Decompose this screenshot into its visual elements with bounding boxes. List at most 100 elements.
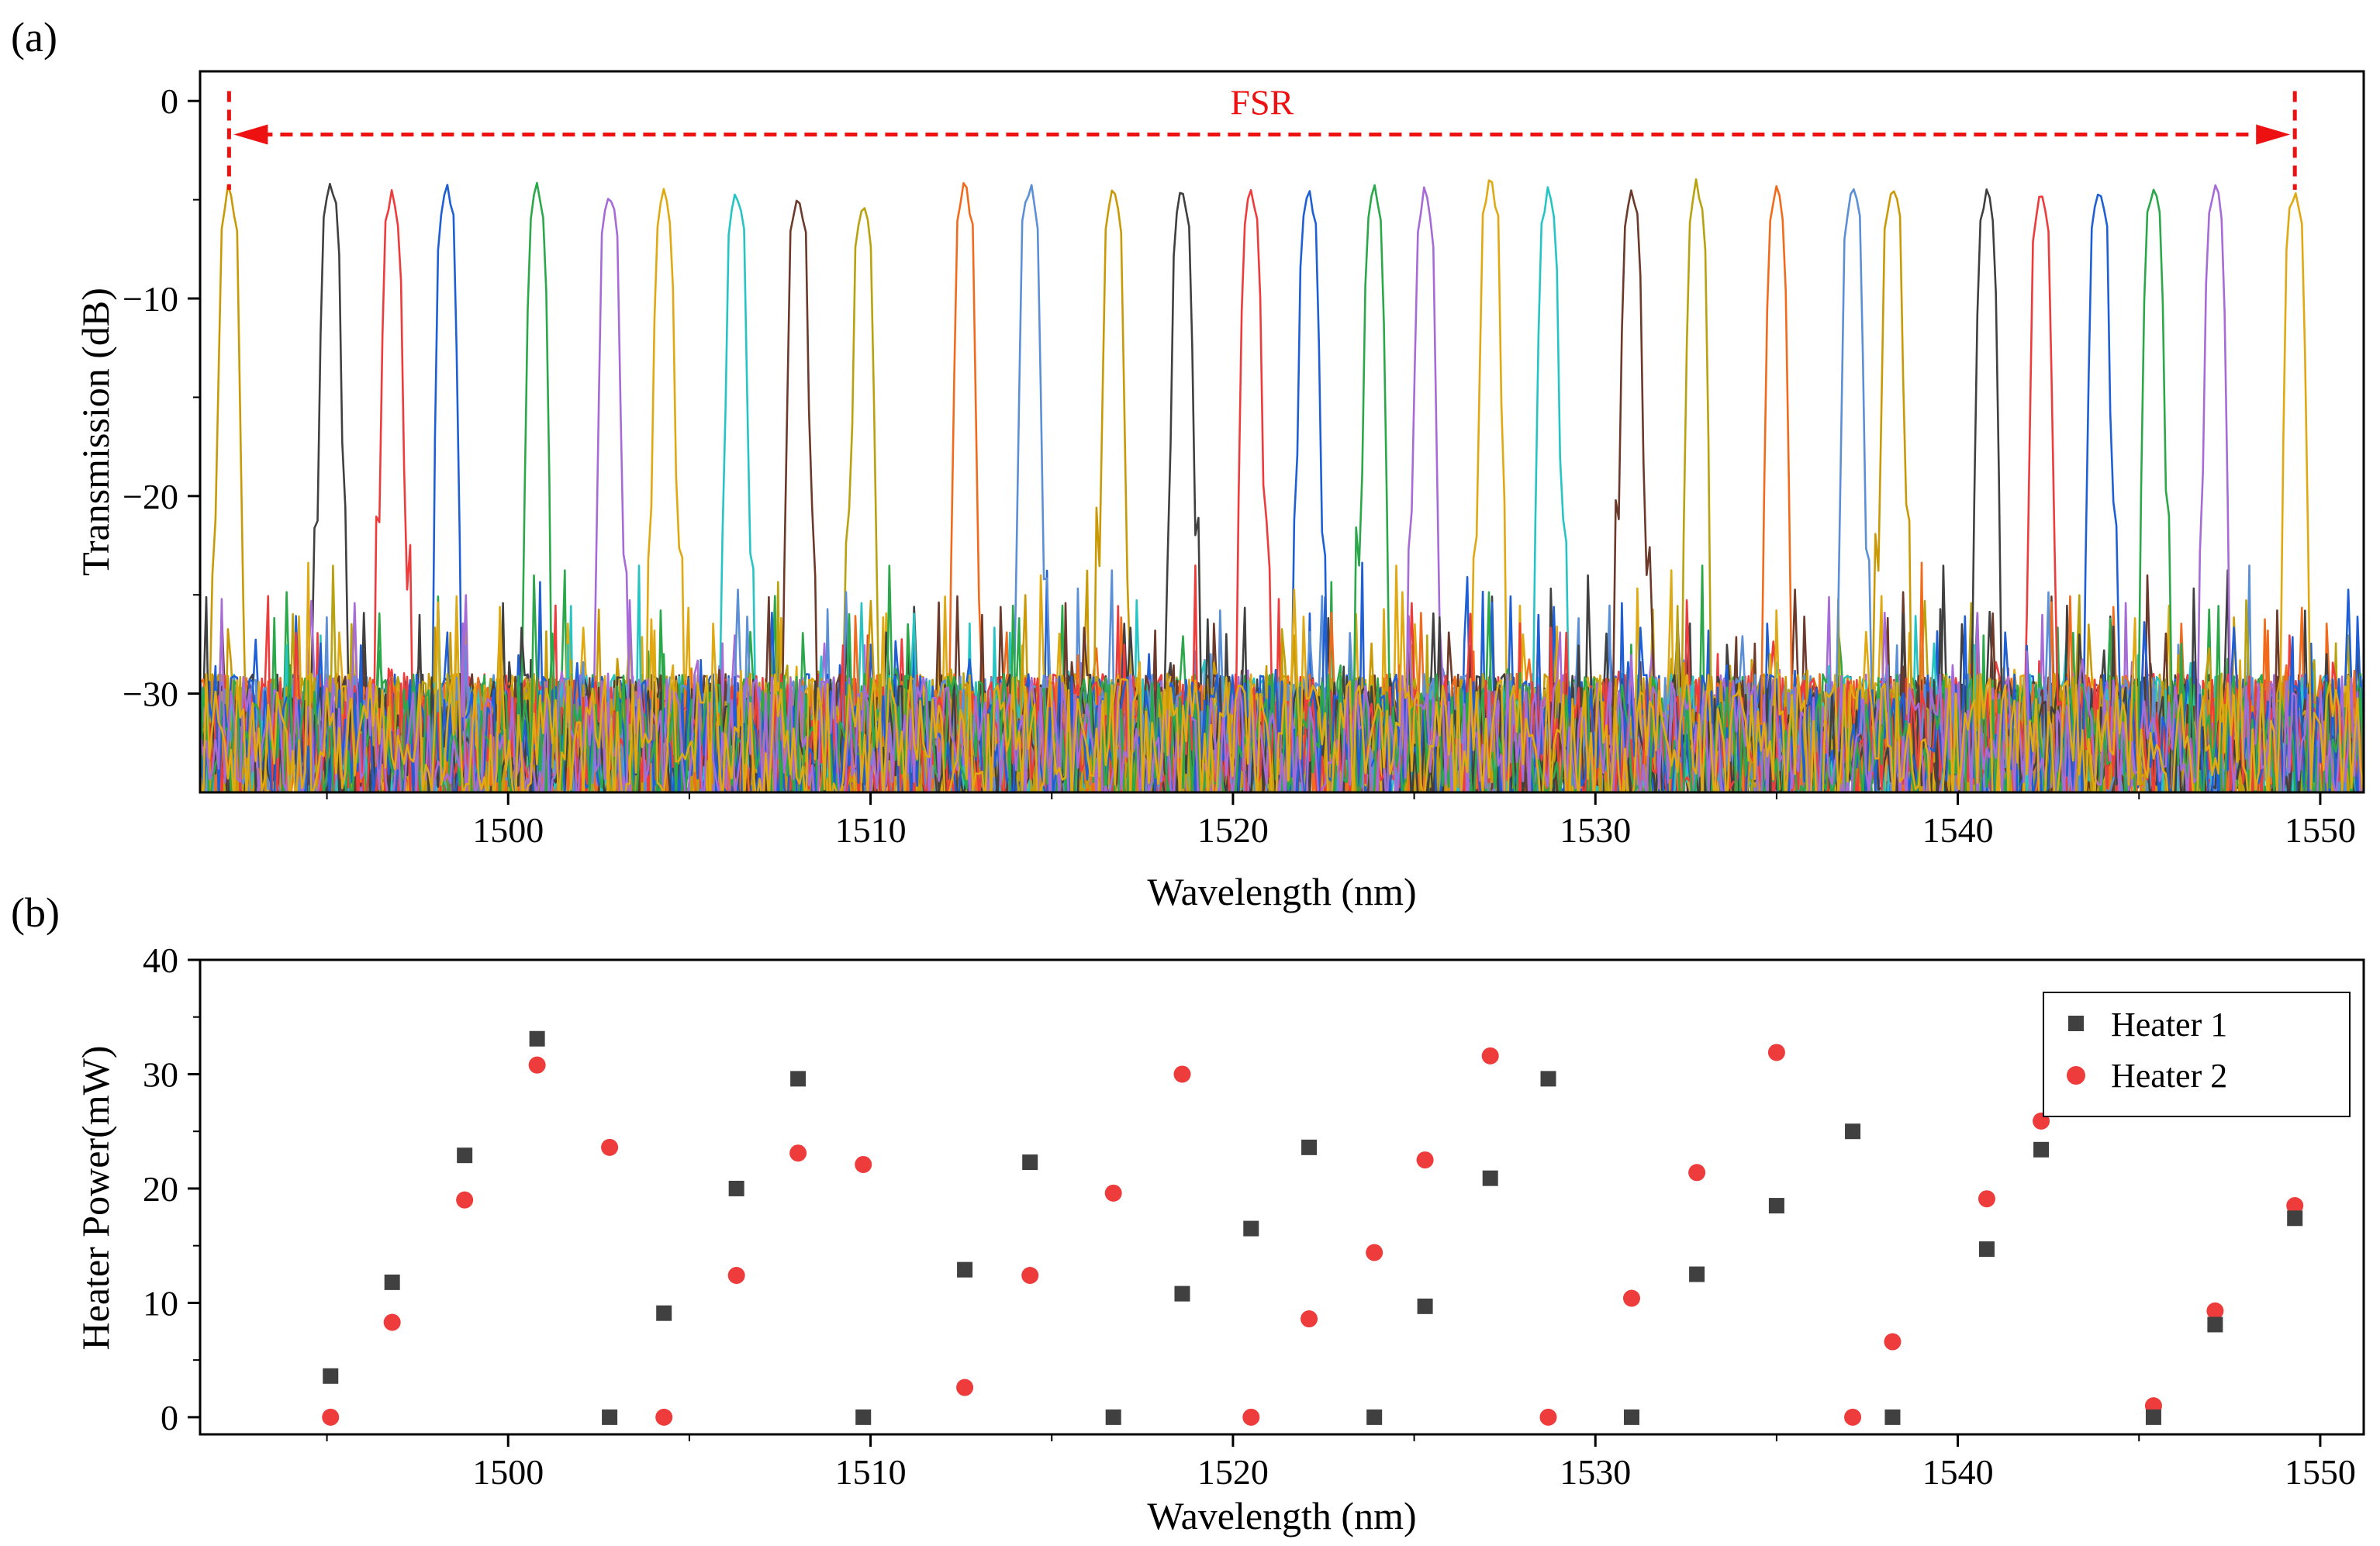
legend-heater1-label: Heater 1 [2111, 1006, 2227, 1044]
heater1-point [1845, 1123, 1861, 1140]
heater2-point [1416, 1151, 1434, 1169]
transmission-traces [200, 178, 2364, 792]
y-axis-a: 0 −10 −20 −30 [123, 81, 200, 714]
x-tick-label-b: 1520 [1197, 1452, 1269, 1492]
heater2-point [789, 1144, 807, 1162]
heater1-point [1768, 1198, 1784, 1214]
heater2-point [322, 1408, 340, 1426]
heater1-point [1540, 1071, 1556, 1087]
y-tick-label-a: −20 [123, 477, 178, 516]
heater1-point [1482, 1170, 1498, 1186]
heater1-point [855, 1409, 872, 1425]
x-tick-label-a: 1500 [472, 810, 544, 850]
x-tick-label-a: 1510 [835, 810, 907, 850]
heater1-point [2033, 1141, 2050, 1158]
heater1-point [1689, 1266, 1705, 1282]
heater2-point [1104, 1184, 1122, 1202]
x-tick-label-a: 1520 [1197, 810, 1269, 850]
x-tick-label-a: 1550 [2285, 810, 2356, 850]
panel-b: (b) 1500 1510 1520 1530 1540 1550 0 10 20 30 40 H… [11, 889, 2365, 1537]
heater1-point [384, 1274, 400, 1290]
x-axis-a: 1500 1510 1520 1530 1540 1550 [326, 792, 2356, 850]
heater1-point [1623, 1409, 1639, 1425]
y-tick-label-a: 0 [161, 81, 178, 121]
x-tick-label-b: 1500 [472, 1452, 544, 1492]
y-axis-title-a: Transmission (dB) [74, 288, 117, 576]
heater1-point [2145, 1409, 2161, 1425]
heater1-point [323, 1368, 339, 1384]
heater1-point [1884, 1409, 1901, 1425]
heater2-point [2286, 1197, 2304, 1215]
y-tick-label-b: 0 [161, 1398, 178, 1437]
spectrum-trace [200, 184, 2364, 792]
y-tick-label-b: 30 [143, 1054, 178, 1094]
x-tick-label-a: 1530 [1560, 810, 1631, 850]
heater2-point [1688, 1164, 1706, 1182]
x-tick-label-a: 1540 [1922, 810, 1994, 850]
heater1-point [1366, 1409, 1383, 1425]
legend-heater1-marker [2068, 1016, 2084, 1031]
x-axis-title-b: Wavelength (nm) [1147, 1494, 1416, 1537]
legend: Heater 1 Heater 2 [2043, 992, 2351, 1117]
heater1-point [2287, 1210, 2303, 1227]
heater2-point [1767, 1044, 1785, 1061]
heater2-point [456, 1191, 474, 1209]
heater2-point [2206, 1302, 2224, 1320]
heater1-point [529, 1030, 545, 1047]
heater1-point [2207, 1317, 2223, 1333]
y-tick-label-b: 10 [143, 1283, 178, 1323]
heater2-point [1978, 1190, 1995, 1208]
legend-box [2043, 992, 2351, 1117]
heater2-point [727, 1267, 745, 1285]
heater1-point [728, 1180, 744, 1196]
heater2-point [1366, 1244, 1383, 1261]
heater1-point [656, 1305, 672, 1321]
fsr-label: FSR [1230, 83, 1294, 123]
legend-heater2-marker [2067, 1066, 2085, 1085]
x-tick-label-b: 1550 [2285, 1452, 2356, 1492]
legend-heater2-label: Heater 2 [2111, 1057, 2227, 1095]
heater2-point [855, 1155, 872, 1173]
plot-frame-a [199, 70, 2365, 794]
x-tick-label-b: 1530 [1560, 1452, 1631, 1492]
heater1-point [1417, 1298, 1433, 1314]
y-tick-label-b: 20 [143, 1169, 178, 1209]
spectrum-trace [200, 192, 2364, 792]
x-tick-label-b: 1540 [1922, 1452, 1994, 1492]
heater2-point [1844, 1408, 1862, 1426]
heater1-point [1301, 1139, 1318, 1155]
heater1-point [1978, 1241, 1995, 1258]
heater1-point [1174, 1285, 1190, 1302]
y-tick-label-b: 40 [143, 940, 178, 980]
heater1-point [1105, 1409, 1121, 1425]
plot-frame-b [199, 958, 2365, 1436]
y-axis-b: 0 10 20 30 40 [143, 940, 200, 1437]
heater2-point [655, 1408, 673, 1426]
heater-power-points [322, 994, 2304, 1426]
x-axis-b: 1500 1510 1520 1530 1540 1550 [326, 1434, 2356, 1492]
y-axis-title-b: Heater Power(mW) [74, 1046, 117, 1351]
panel-a: (a) 1500 1510 1520 1530 1540 1550 0−10−20−30 … [11, 14, 2365, 913]
heater2-point [1173, 1065, 1191, 1083]
heater1-point [790, 1071, 807, 1087]
y-tick-label-a: −30 [123, 675, 178, 714]
heater2-point [1481, 1047, 1499, 1065]
heater1-point [602, 1409, 618, 1425]
heater1-point [1243, 1220, 1259, 1237]
heater2-point [1021, 1267, 1039, 1285]
heater1-point [957, 1261, 973, 1278]
heater2-point [1539, 1408, 1557, 1426]
heater2-point [1301, 1310, 1318, 1328]
heater1-point [457, 1147, 473, 1164]
fsr-arrow-head-right [2256, 124, 2291, 145]
fsr-arrow-head-left [233, 124, 268, 145]
panel-a-label: (a) [11, 14, 57, 60]
heater2-point [956, 1379, 974, 1396]
heater2-point [1622, 1289, 1640, 1307]
heater2-point [383, 1313, 401, 1331]
panel-b-label: (b) [11, 889, 60, 936]
heater2-point [1884, 1333, 1902, 1351]
x-tick-label-b: 1510 [835, 1452, 907, 1492]
heater2-point [528, 1056, 546, 1074]
